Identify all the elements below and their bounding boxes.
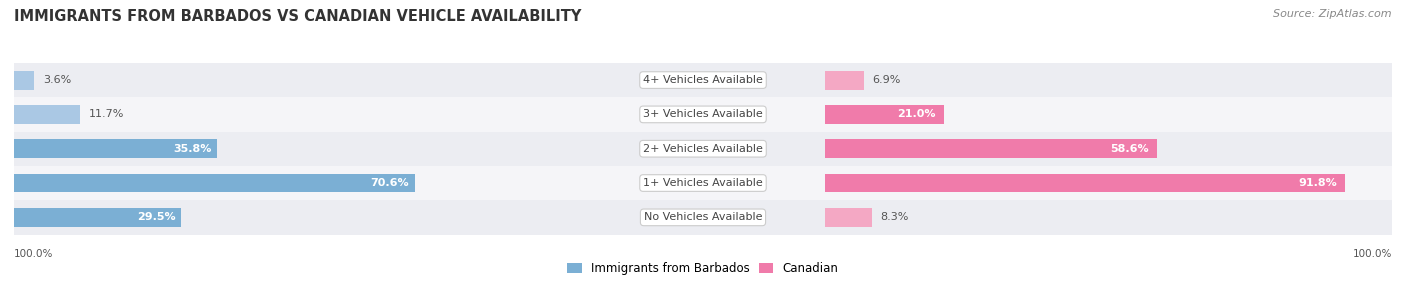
Text: 4+ Vehicles Available: 4+ Vehicles Available (643, 75, 763, 85)
Bar (582, 166, 824, 200)
Text: 35.8%: 35.8% (173, 144, 211, 154)
Text: 11.7%: 11.7% (89, 110, 124, 119)
Bar (824, 200, 1392, 235)
Bar (14, 166, 582, 200)
Bar (824, 132, 1392, 166)
Legend: Immigrants from Barbados, Canadian: Immigrants from Barbados, Canadian (562, 258, 844, 280)
Text: 100.0%: 100.0% (1353, 249, 1392, 259)
Text: 70.6%: 70.6% (370, 178, 409, 188)
Text: 1+ Vehicles Available: 1+ Vehicles Available (643, 178, 763, 188)
Text: 8.3%: 8.3% (880, 212, 908, 222)
Text: IMMIGRANTS FROM BARBADOS VS CANADIAN VEHICLE AVAILABILITY: IMMIGRANTS FROM BARBADOS VS CANADIAN VEH… (14, 9, 582, 23)
Text: No Vehicles Available: No Vehicles Available (644, 212, 762, 222)
Bar (824, 97, 1392, 132)
Bar (824, 63, 1392, 97)
Text: 21.0%: 21.0% (897, 110, 935, 119)
Bar (14, 200, 582, 235)
Text: Source: ZipAtlas.com: Source: ZipAtlas.com (1274, 9, 1392, 19)
Text: 58.6%: 58.6% (1109, 144, 1149, 154)
Bar (824, 174, 1346, 192)
Bar (824, 166, 1392, 200)
Bar (14, 139, 217, 158)
Bar (582, 200, 824, 235)
Bar (582, 63, 824, 97)
Bar (824, 208, 872, 227)
Bar (14, 208, 181, 227)
Bar (14, 63, 582, 97)
Bar (582, 132, 824, 166)
Text: 91.8%: 91.8% (1298, 178, 1337, 188)
Text: 2+ Vehicles Available: 2+ Vehicles Available (643, 144, 763, 154)
Bar (14, 105, 80, 124)
Bar (14, 174, 415, 192)
Bar (582, 97, 824, 132)
Text: 29.5%: 29.5% (138, 212, 176, 222)
Bar (14, 97, 582, 132)
Bar (824, 139, 1157, 158)
Bar (14, 132, 582, 166)
Text: 3+ Vehicles Available: 3+ Vehicles Available (643, 110, 763, 119)
Bar (824, 105, 943, 124)
Text: 3.6%: 3.6% (44, 75, 72, 85)
Text: 6.9%: 6.9% (872, 75, 901, 85)
Bar (14, 71, 35, 90)
Bar (824, 71, 863, 90)
Text: 100.0%: 100.0% (14, 249, 53, 259)
